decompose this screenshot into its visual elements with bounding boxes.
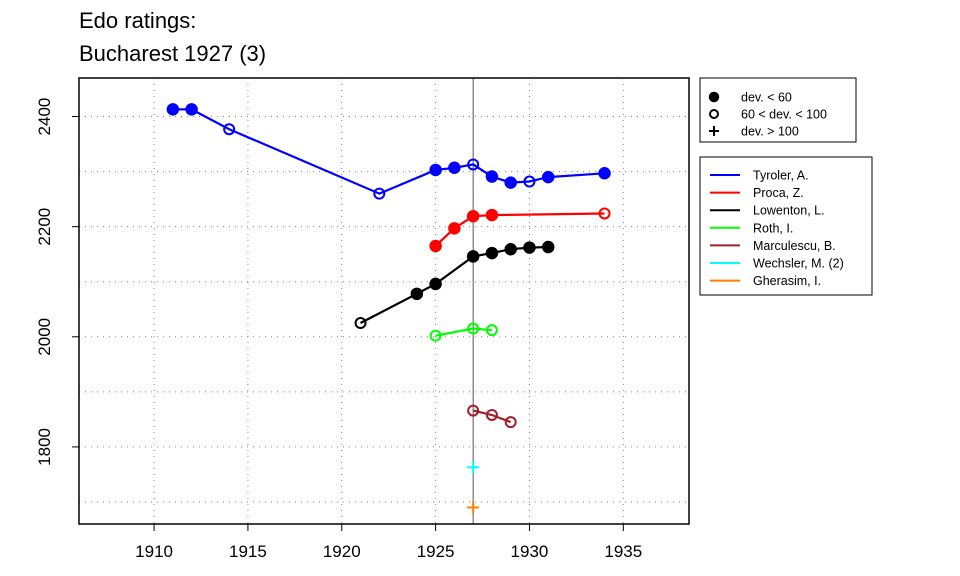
data-point xyxy=(429,163,442,177)
data-point xyxy=(467,461,480,474)
marker-legend-label: dev. > 100 xyxy=(741,125,799,139)
data-point xyxy=(541,170,555,184)
data-point xyxy=(467,501,480,514)
series-legend-label: Wechsler, M. (2) xyxy=(753,257,844,271)
series-line xyxy=(434,212,605,247)
series-legend-label: Gherasim, I. xyxy=(753,274,821,288)
data-point xyxy=(448,222,461,235)
series-legend-label: Proca, Z. xyxy=(753,186,804,200)
data-point xyxy=(541,240,555,254)
data-point xyxy=(429,277,442,291)
y-tick-label: 2000 xyxy=(35,318,54,356)
axes: 1910 1915 1920 1925 1930 1935 1800 2000 2200 2400 xyxy=(35,98,642,561)
data-point xyxy=(485,208,499,222)
grid xyxy=(79,78,689,524)
series-legend-label: Roth, I. xyxy=(753,221,793,235)
series-legend-label: Tyroler, A. xyxy=(753,169,809,183)
y-tick-label: 2200 xyxy=(35,208,54,246)
series-legend-label: Lowenton, L. xyxy=(753,204,825,218)
data-point xyxy=(504,176,517,189)
data-point xyxy=(354,317,367,330)
data-point xyxy=(709,126,719,136)
series-line xyxy=(472,409,512,424)
series-tyroler-a xyxy=(166,103,611,200)
data-point xyxy=(504,416,517,429)
data-point xyxy=(485,324,498,337)
series-proca-z xyxy=(429,207,611,253)
series-roth-i xyxy=(429,322,498,342)
series-lowenton-l xyxy=(354,240,555,330)
x-tick-label: 1920 xyxy=(323,542,361,561)
marker-legend-label: dev. < 60 xyxy=(741,91,792,105)
series-gherasim-i xyxy=(467,501,480,514)
x-tick-label: 1925 xyxy=(417,542,455,561)
data-point xyxy=(467,322,480,335)
data-point xyxy=(373,187,386,200)
y-tick-label: 1800 xyxy=(35,428,54,466)
series-layer xyxy=(166,103,611,514)
data-point xyxy=(410,287,424,301)
x-tick-label: 1915 xyxy=(229,542,267,561)
chart-title-line-1: Edo ratings: xyxy=(79,8,197,33)
plot-area-frame xyxy=(78,77,690,525)
data-point xyxy=(467,158,480,171)
marker-legend-label: 60 < dev. < 100 xyxy=(741,108,827,122)
series-line xyxy=(359,245,549,324)
series-marculescu-b xyxy=(467,404,517,429)
series-legend: Tyroler, A. Proca, Z. Lowenton, L. Roth, I.… xyxy=(699,156,873,296)
data-point xyxy=(485,408,498,421)
data-point xyxy=(598,167,611,180)
data-point xyxy=(485,246,499,260)
series-wechsler-m-2 xyxy=(467,461,480,474)
x-tick-label: 1910 xyxy=(135,542,173,561)
data-point xyxy=(429,239,442,253)
series-line xyxy=(435,327,492,337)
data-point xyxy=(485,170,499,183)
x-tick-label: 1935 xyxy=(604,542,642,561)
data-point xyxy=(523,241,536,254)
data-point xyxy=(448,161,461,175)
data-point xyxy=(429,329,442,342)
x-tick-label: 1930 xyxy=(511,542,549,561)
series-line xyxy=(172,108,605,195)
data-point xyxy=(223,123,236,136)
data-point xyxy=(467,404,480,417)
data-point xyxy=(708,91,720,103)
data-point xyxy=(504,242,517,256)
marker-legend: dev. < 60 60 < dev. < 100 dev. > 100 xyxy=(699,77,857,143)
data-point xyxy=(185,103,198,116)
data-point xyxy=(466,250,480,263)
data-point xyxy=(523,175,536,188)
y-tick-label: 2400 xyxy=(35,98,54,136)
data-point xyxy=(466,209,480,223)
chart-title-line-2: Bucharest 1927 (3) xyxy=(79,41,267,66)
series-legend-label: Marculescu, B. xyxy=(753,239,836,253)
data-point xyxy=(598,207,611,220)
data-point xyxy=(709,109,719,119)
data-point xyxy=(166,103,180,116)
